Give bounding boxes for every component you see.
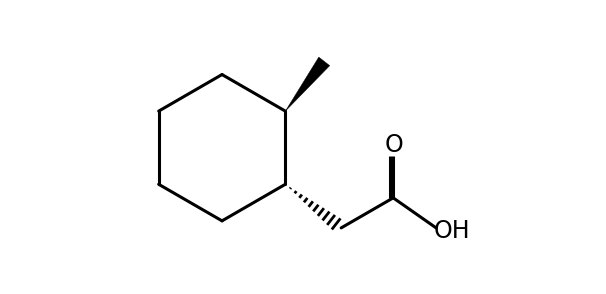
Text: OH: OH	[433, 219, 470, 243]
Polygon shape	[285, 57, 330, 111]
Text: O: O	[385, 133, 404, 157]
